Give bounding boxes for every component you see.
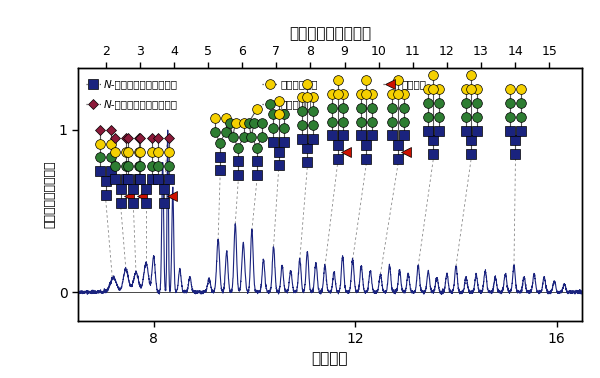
Y-axis label: 標準化後の蛍光強度: 標準化後の蛍光強度	[43, 161, 56, 228]
Text: マンノース: マンノース	[281, 99, 312, 109]
Text: ガラクトース: ガラクトース	[281, 79, 318, 89]
Text: N-アセチルグルコサミン: N-アセチルグルコサミン	[104, 79, 178, 89]
Text: フコース: フコース	[401, 79, 427, 89]
X-axis label: 泳動時間: 泳動時間	[312, 351, 348, 366]
Text: N-アセチルノイラミン酸: N-アセチルノイラミン酸	[104, 99, 178, 109]
X-axis label: グルコースユニット: グルコースユニット	[289, 26, 371, 41]
